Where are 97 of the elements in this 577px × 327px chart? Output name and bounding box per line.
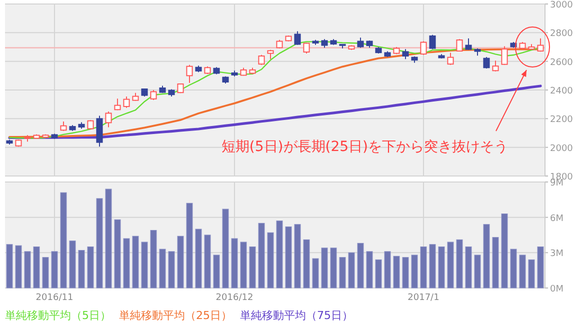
bar <box>285 226 292 288</box>
y-tick-label: 6M <box>550 214 564 224</box>
bar <box>402 257 409 288</box>
candlestick <box>303 42 310 54</box>
bar <box>384 251 391 288</box>
bar <box>168 251 175 288</box>
candlestick <box>420 40 427 56</box>
candlestick <box>258 54 265 66</box>
bar <box>222 208 229 288</box>
bar <box>330 248 337 288</box>
candlestick <box>447 52 454 66</box>
bar <box>537 246 544 288</box>
line-series <box>8 84 542 140</box>
bar <box>78 250 85 288</box>
bar <box>213 254 220 288</box>
bar <box>357 242 364 288</box>
candlestick <box>87 120 94 130</box>
bar <box>123 238 130 288</box>
candlestick <box>537 38 544 52</box>
candlestick <box>402 48 409 60</box>
x-tick-label: 2017/1 <box>408 293 440 303</box>
candlestick <box>483 56 490 69</box>
bar <box>195 228 202 288</box>
bar <box>105 188 112 288</box>
bar <box>519 254 526 288</box>
annotation: 短期(5日)が長期(25日)を下から突き抜けそう <box>221 139 508 155</box>
bar <box>267 232 274 288</box>
bar <box>528 259 535 288</box>
y-tick-label: 3000 <box>550 0 574 10</box>
candlestick <box>105 111 112 128</box>
bar <box>231 238 238 288</box>
candlestick <box>150 90 157 101</box>
bar <box>51 251 58 288</box>
bar <box>321 248 328 288</box>
bar <box>411 254 418 288</box>
candlestick <box>501 46 508 66</box>
bar <box>204 234 211 288</box>
candlestick <box>294 30 301 46</box>
bar <box>483 224 490 288</box>
bar <box>159 248 166 288</box>
candlestick <box>357 37 364 48</box>
bar <box>60 192 67 288</box>
bar <box>141 242 148 288</box>
bar <box>150 230 157 288</box>
bar <box>366 251 373 288</box>
x-tick-label: 2016/12 <box>216 293 254 303</box>
y-tick-label: 0M <box>550 284 564 294</box>
y-tick-label: 2600 <box>550 58 574 68</box>
bar <box>348 252 355 288</box>
bar <box>492 237 499 288</box>
bar <box>339 257 346 288</box>
bar <box>6 244 13 288</box>
candlestick <box>96 115 103 148</box>
bar <box>465 246 472 288</box>
y-tick-label: 9M <box>550 178 564 188</box>
bar <box>375 259 382 288</box>
y-tick-label: 2200 <box>550 115 574 126</box>
bar <box>24 251 31 288</box>
bar <box>249 246 256 288</box>
bar <box>258 222 265 288</box>
candlestick <box>465 38 472 50</box>
bar <box>96 198 103 288</box>
x-tick-label: 2016/11 <box>36 293 74 303</box>
y-tick-label: 3M <box>550 249 564 260</box>
bar <box>438 246 445 288</box>
bar <box>510 248 517 288</box>
bar <box>420 246 427 288</box>
bar <box>276 220 283 288</box>
y-tick-label: 2800 <box>550 29 574 40</box>
candlestick <box>123 96 130 108</box>
bar <box>69 240 76 288</box>
legend: 単純移動平均（5日） 単純移動平均（25日） 単純移動平均（75日） <box>5 309 353 322</box>
bar <box>456 239 463 288</box>
bar <box>132 236 139 288</box>
bar <box>429 244 436 288</box>
bar <box>87 246 94 288</box>
bar <box>33 246 40 288</box>
bar <box>447 242 454 288</box>
bar <box>186 202 193 288</box>
bar <box>303 239 310 288</box>
bar <box>474 254 481 288</box>
candlestick <box>60 121 67 132</box>
candlestick <box>456 38 463 52</box>
bar <box>42 257 49 288</box>
bar <box>393 256 400 288</box>
candlestick <box>429 34 436 50</box>
candlestick <box>186 64 193 84</box>
bar <box>114 219 121 288</box>
bar <box>240 242 247 288</box>
y-tick-label: 2000 <box>550 144 574 154</box>
bar <box>312 258 319 288</box>
bar <box>501 214 508 288</box>
bar <box>294 224 301 288</box>
bar <box>15 245 22 288</box>
y-tick-label: 2400 <box>550 86 574 96</box>
bar <box>177 236 184 288</box>
candlestick <box>492 60 499 72</box>
